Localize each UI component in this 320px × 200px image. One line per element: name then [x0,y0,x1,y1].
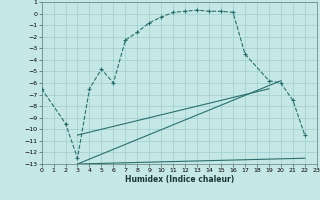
X-axis label: Humidex (Indice chaleur): Humidex (Indice chaleur) [124,175,234,184]
